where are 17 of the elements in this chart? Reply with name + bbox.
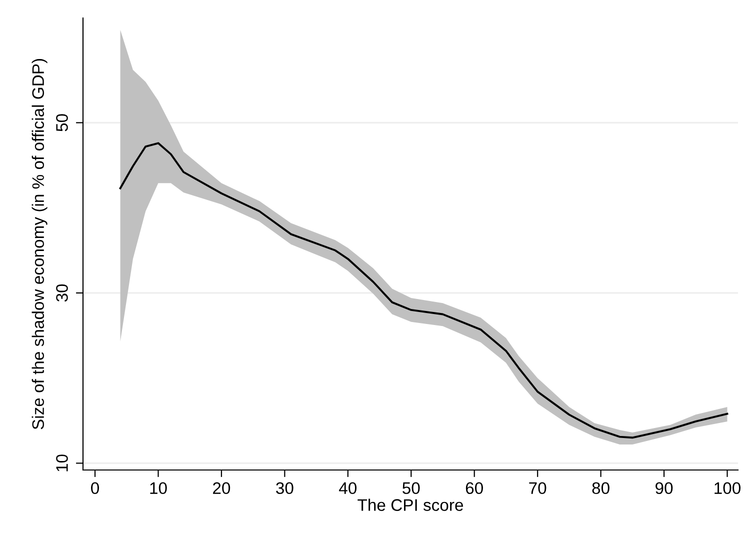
- x-tick-label: 50: [402, 482, 420, 494]
- x-tick-label: 70: [529, 482, 546, 494]
- x-tick-label: 90: [656, 482, 673, 494]
- y-tick-label: 50: [56, 114, 68, 132]
- x-tick-label: 20: [213, 482, 230, 494]
- y-tick-label: 10: [56, 454, 68, 472]
- x-axis-title: The CPI score: [358, 498, 464, 511]
- x-tick-label: 40: [339, 482, 357, 494]
- line-series: [119, 142, 728, 439]
- y-tick-label: 30: [56, 284, 68, 302]
- y-axis-title: Size of the shadow economy (in % of official GDP): [32, 58, 48, 430]
- x-tick-label: 100: [714, 482, 741, 494]
- x-tick-label: 30: [276, 482, 294, 494]
- x-tick-label: 80: [592, 482, 610, 494]
- x-tick-label: 60: [466, 482, 483, 494]
- x-tick-label: 0: [91, 482, 99, 494]
- x-tick-label: 10: [150, 482, 167, 494]
